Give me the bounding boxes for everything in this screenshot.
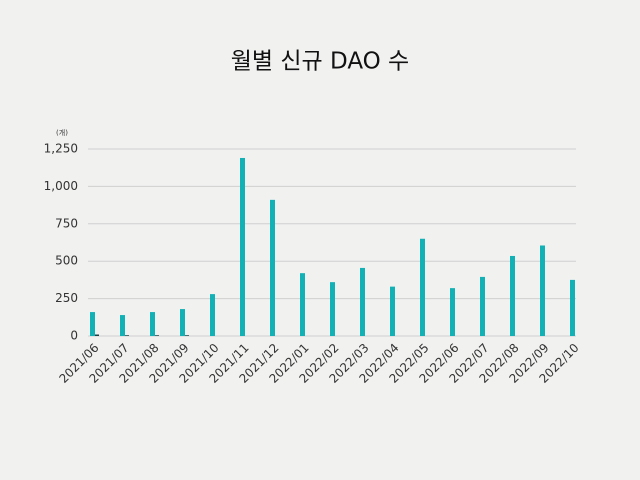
- bar: [95, 334, 99, 336]
- bar: [390, 286, 395, 336]
- bar: [570, 279, 575, 336]
- y-tick-label: 1,250: [44, 142, 78, 156]
- bar: [360, 267, 365, 336]
- bar: [240, 157, 245, 336]
- bar: [125, 335, 129, 336]
- bar: [210, 294, 215, 336]
- chart-title: 월별 신규 DAO 수: [231, 49, 409, 75]
- bar: [150, 312, 155, 336]
- bar: [420, 238, 425, 336]
- y-unit: (개): [56, 128, 68, 137]
- bar: [90, 312, 95, 336]
- bar: [330, 282, 335, 336]
- bar: [155, 335, 159, 336]
- bar: [540, 245, 545, 336]
- bar: [180, 309, 185, 336]
- bar: [510, 255, 515, 336]
- y-tick-label: 1,000: [44, 179, 78, 193]
- y-tick-label: 250: [55, 291, 78, 305]
- y-tick-label: 0: [70, 329, 78, 343]
- bar: [480, 276, 485, 336]
- bar: [270, 199, 275, 336]
- bar: [185, 335, 189, 336]
- bar: [300, 273, 305, 336]
- y-tick-label: 500: [55, 254, 78, 268]
- bar: [120, 315, 125, 336]
- bar: [450, 288, 455, 336]
- y-tick-label: 750: [55, 216, 78, 230]
